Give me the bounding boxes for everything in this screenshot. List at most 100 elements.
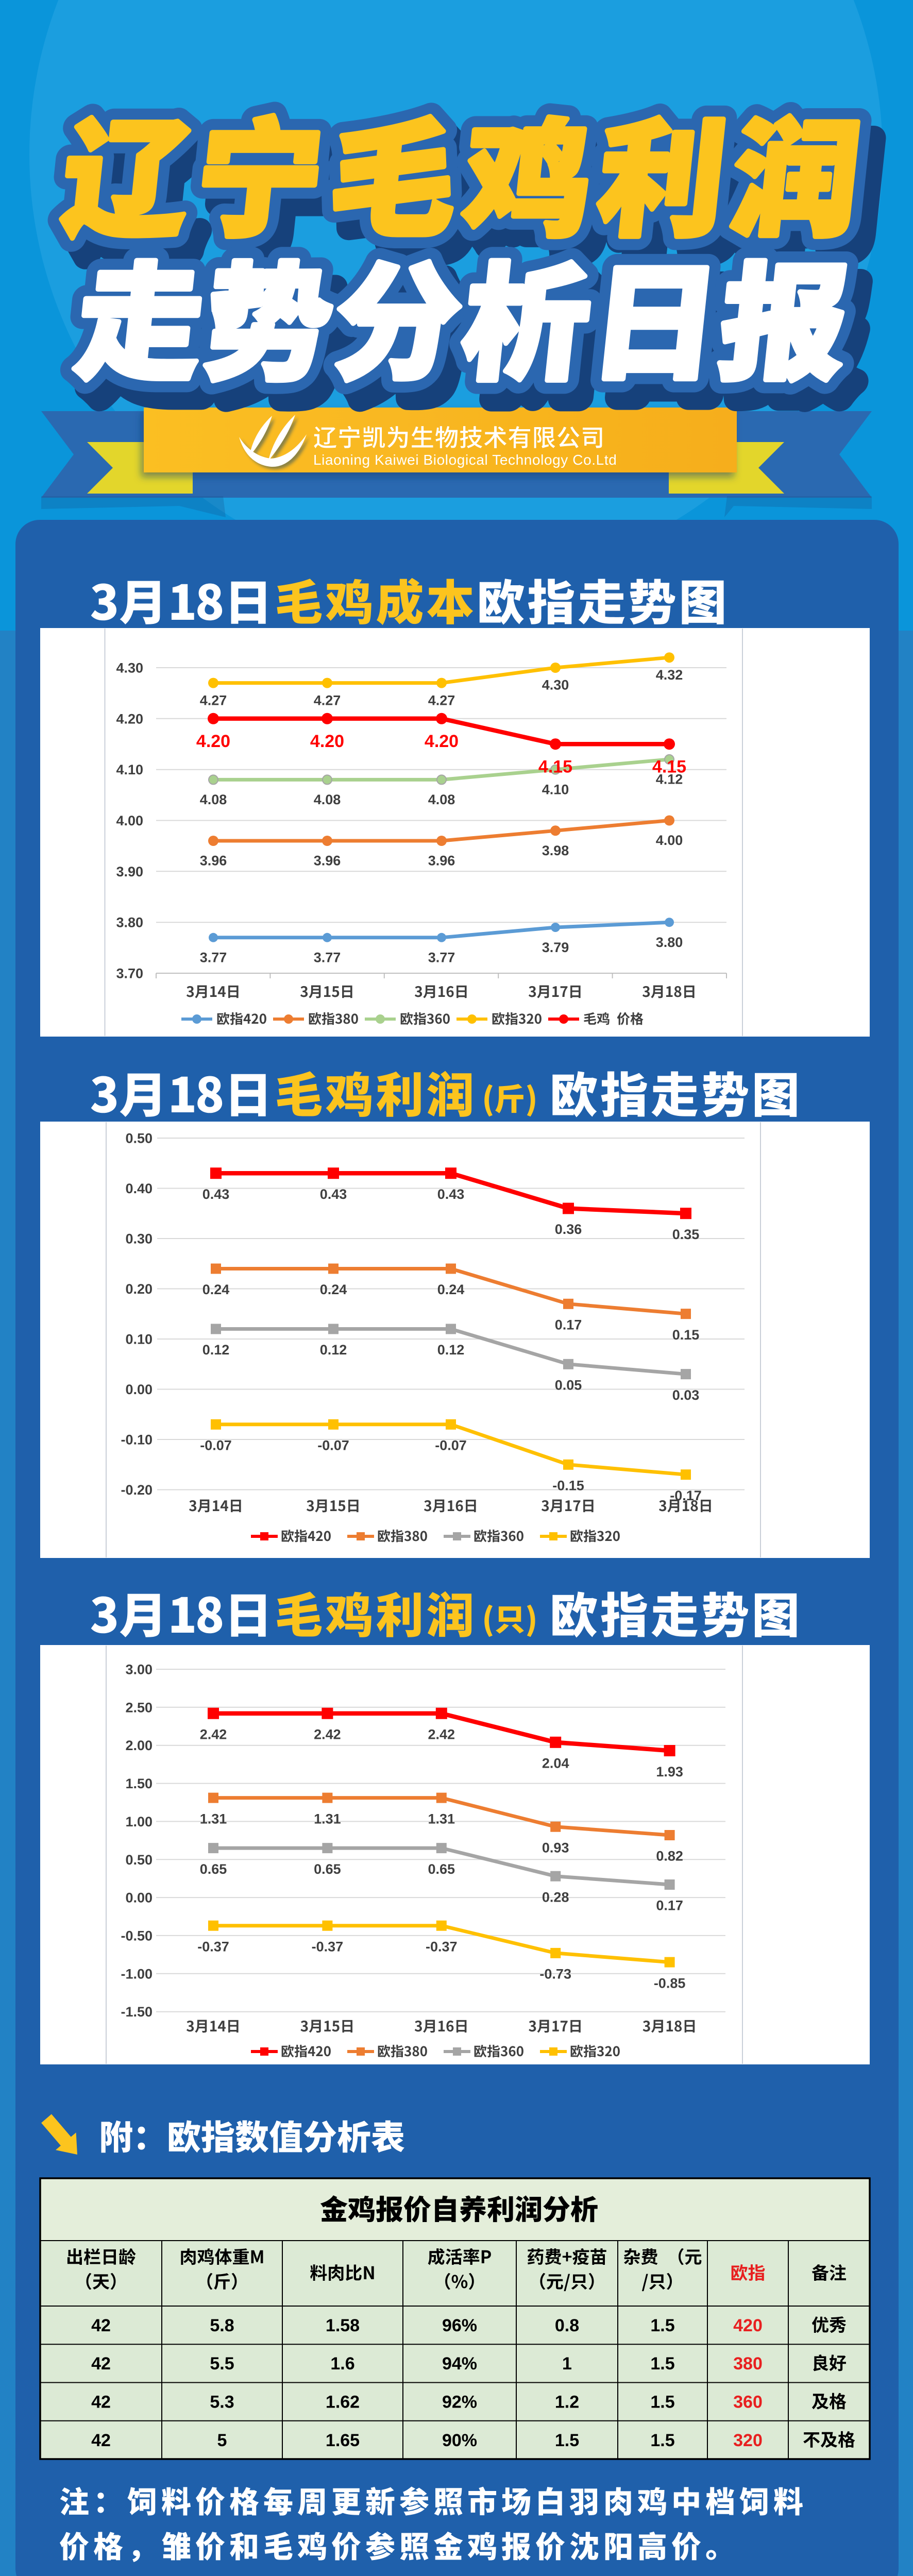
svg-text:1.93: 1.93: [656, 1764, 683, 1780]
svg-text:3.70: 3.70: [116, 966, 143, 981]
svg-text:0.00: 0.00: [125, 1382, 153, 1397]
svg-text:0.17: 0.17: [656, 1898, 683, 1913]
svg-text:320: 320: [733, 2431, 763, 2450]
svg-text:3.90: 3.90: [116, 864, 143, 879]
svg-text:-0.50: -0.50: [121, 1928, 153, 1943]
svg-text:4.30: 4.30: [542, 677, 569, 693]
svg-text:4.10: 4.10: [116, 762, 143, 777]
svg-text:0.40: 0.40: [125, 1181, 153, 1196]
svg-text:1: 1: [562, 2354, 572, 2374]
svg-text:0.43: 0.43: [437, 1187, 465, 1202]
svg-text:0.10: 0.10: [125, 1332, 153, 1347]
svg-text:2.42: 2.42: [428, 1726, 455, 1742]
svg-text:-0.15: -0.15: [552, 1478, 584, 1494]
svg-text:1.5: 1.5: [555, 2431, 579, 2450]
svg-text:4.08: 4.08: [314, 792, 341, 807]
svg-text:4.00: 4.00: [116, 813, 143, 828]
svg-text:1.5: 1.5: [650, 2354, 674, 2374]
svg-text:3.98: 3.98: [542, 843, 569, 858]
svg-text:0.43: 0.43: [320, 1187, 347, 1202]
svg-text:3.77: 3.77: [314, 950, 341, 965]
svg-text:0.17: 0.17: [555, 1317, 582, 1333]
svg-text:2.50: 2.50: [125, 1700, 153, 1715]
svg-text:0.30: 0.30: [125, 1231, 153, 1247]
svg-text:4.15: 4.15: [652, 757, 686, 777]
svg-text:3.80: 3.80: [116, 915, 143, 930]
svg-text:0.50: 0.50: [125, 1852, 153, 1868]
svg-text:3.77: 3.77: [428, 950, 455, 965]
svg-text:4.27: 4.27: [200, 692, 227, 708]
svg-text:3.77: 3.77: [200, 950, 227, 965]
svg-text:5.5: 5.5: [210, 2354, 234, 2374]
svg-text:42: 42: [91, 2316, 111, 2335]
svg-text:1.31: 1.31: [200, 1811, 227, 1826]
svg-text:-0.37: -0.37: [312, 1939, 344, 1955]
svg-text:3.79: 3.79: [542, 940, 569, 955]
svg-text:4.20: 4.20: [425, 732, 459, 751]
svg-text:-0.37: -0.37: [197, 1939, 229, 1955]
svg-text:4.27: 4.27: [428, 692, 455, 708]
svg-text:Liaoning Kaiwei Biological Tec: Liaoning Kaiwei Biological Technology Co…: [313, 452, 617, 468]
svg-text:5.8: 5.8: [210, 2316, 234, 2335]
svg-text:0.12: 0.12: [437, 1342, 465, 1358]
svg-text:0.20: 0.20: [125, 1281, 153, 1297]
svg-text:1.58: 1.58: [326, 2316, 360, 2335]
svg-text:42: 42: [91, 2393, 111, 2412]
svg-text:-0.07: -0.07: [200, 1438, 232, 1453]
svg-text:0.43: 0.43: [202, 1187, 230, 1202]
svg-text:4.10: 4.10: [542, 782, 569, 797]
svg-text:1.2: 1.2: [555, 2393, 579, 2412]
svg-text:3.96: 3.96: [428, 853, 455, 869]
svg-text:94%: 94%: [442, 2354, 477, 2374]
svg-text:1.5: 1.5: [650, 2316, 674, 2335]
svg-text:0.65: 0.65: [428, 1861, 455, 1877]
svg-text:3.80: 3.80: [656, 935, 683, 950]
svg-text:0.93: 0.93: [542, 1840, 569, 1856]
svg-text:-1.00: -1.00: [121, 1966, 153, 1981]
svg-text:-0.37: -0.37: [426, 1939, 458, 1955]
svg-text:3.96: 3.96: [200, 853, 227, 869]
svg-text:1.31: 1.31: [314, 1811, 341, 1826]
svg-text:-0.20: -0.20: [121, 1482, 153, 1498]
svg-text:0.24: 0.24: [437, 1282, 465, 1297]
svg-text:380: 380: [733, 2354, 763, 2374]
svg-text:3.96: 3.96: [314, 853, 341, 869]
svg-text:0.50: 0.50: [125, 1131, 153, 1146]
svg-text:0.15: 0.15: [672, 1327, 700, 1343]
svg-text:-0.85: -0.85: [654, 1975, 686, 1991]
svg-text:4.30: 4.30: [116, 660, 143, 676]
svg-text:1.31: 1.31: [428, 1811, 455, 1826]
svg-text:4.27: 4.27: [314, 692, 341, 708]
svg-text:3.00: 3.00: [125, 1662, 153, 1677]
svg-text:4.20: 4.20: [196, 732, 230, 751]
svg-text:1.65: 1.65: [326, 2431, 360, 2450]
svg-text:420: 420: [733, 2316, 763, 2335]
svg-text:2.04: 2.04: [542, 1756, 569, 1771]
svg-text:-0.10: -0.10: [121, 1432, 153, 1448]
svg-text:4.08: 4.08: [428, 792, 455, 807]
svg-text:1.62: 1.62: [326, 2393, 360, 2412]
svg-text:0.8: 0.8: [555, 2316, 579, 2335]
svg-text:0.28: 0.28: [542, 1890, 569, 1905]
svg-text:0.12: 0.12: [202, 1342, 230, 1358]
svg-text:4.12: 4.12: [656, 772, 683, 787]
svg-text:-0.73: -0.73: [539, 1967, 571, 1982]
svg-text:0.05: 0.05: [555, 1378, 582, 1393]
svg-text:0.12: 0.12: [320, 1342, 347, 1358]
svg-text:0.82: 0.82: [656, 1849, 683, 1864]
svg-text:-0.07: -0.07: [317, 1438, 349, 1453]
svg-text:5.3: 5.3: [210, 2393, 234, 2412]
svg-text:4.20: 4.20: [310, 732, 344, 751]
svg-text:1.5: 1.5: [650, 2431, 674, 2450]
svg-text:0.03: 0.03: [672, 1387, 700, 1403]
svg-text:96%: 96%: [442, 2316, 477, 2335]
svg-text:42: 42: [91, 2431, 111, 2450]
svg-text:-0.07: -0.07: [435, 1438, 467, 1453]
svg-text:-1.50: -1.50: [121, 2004, 153, 2020]
svg-text:0.24: 0.24: [202, 1282, 230, 1297]
svg-text:1.5: 1.5: [650, 2393, 674, 2412]
svg-text:1.50: 1.50: [125, 1776, 153, 1791]
svg-text:4.32: 4.32: [656, 667, 683, 683]
svg-text:360: 360: [733, 2393, 763, 2412]
svg-text:4.08: 4.08: [200, 792, 227, 807]
